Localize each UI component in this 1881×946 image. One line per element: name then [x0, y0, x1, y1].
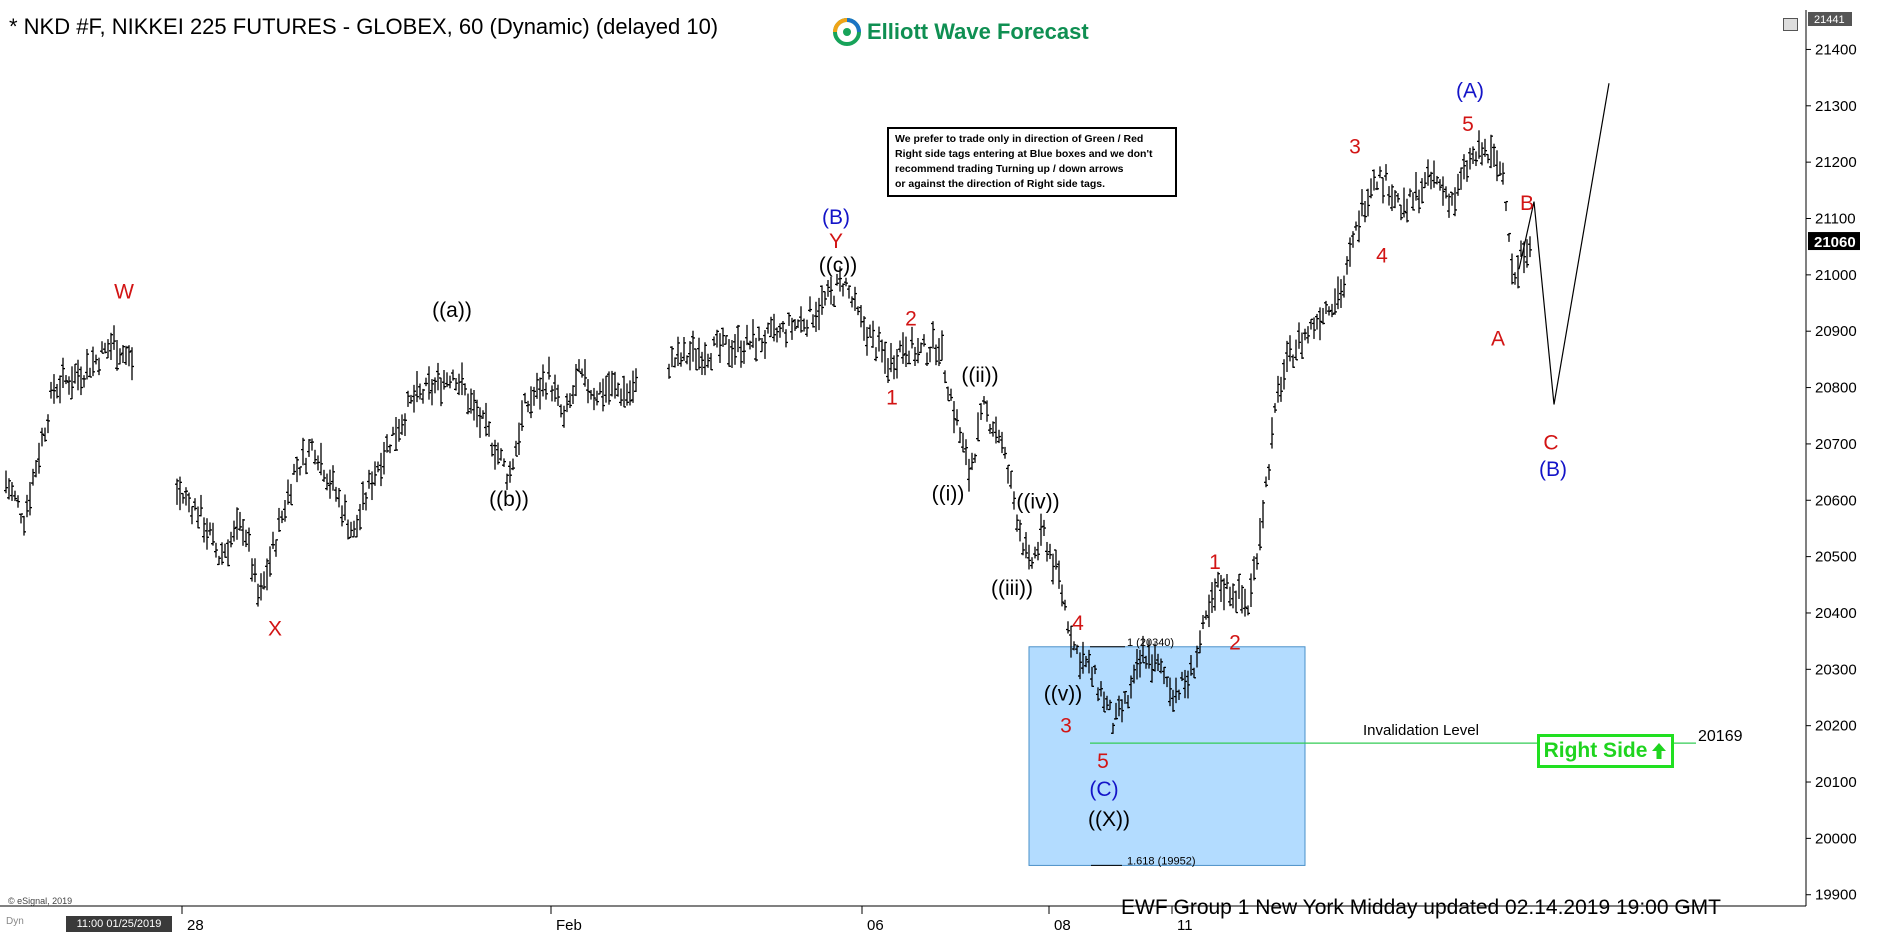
- wave-label: Y: [829, 230, 843, 253]
- time-tick-label: 06: [867, 917, 884, 934]
- last-price-label: 21060: [1814, 234, 1856, 251]
- top-price-box: [1808, 12, 1852, 26]
- up-arrow-icon: [1652, 743, 1667, 759]
- wave-label: W: [114, 281, 134, 304]
- wave-label: C: [1543, 432, 1558, 455]
- wave-label: (B): [822, 206, 850, 229]
- wave-label: (C): [1089, 778, 1118, 801]
- price-tick-label: 21000: [1815, 267, 1857, 284]
- wave-label: 1: [1209, 551, 1221, 574]
- price-tick-label: 20900: [1815, 323, 1857, 340]
- brand-logo: Elliott Wave Forecast: [833, 18, 1089, 46]
- chart-title: * NKD #F, NIKKEI 225 FUTURES - GLOBEX, 6…: [9, 14, 719, 39]
- logo-icon: [833, 18, 861, 46]
- wave-label: 5: [1097, 750, 1109, 773]
- wave-label: 4: [1376, 244, 1388, 267]
- time-tick-label: 08: [1054, 917, 1071, 934]
- price-tick-label: 21100: [1815, 211, 1856, 228]
- dyn-label: Dyn: [6, 916, 24, 927]
- right-side-label: Right Side: [1543, 739, 1648, 762]
- wave-label: ((i)): [932, 482, 965, 505]
- wave-label: (A): [1456, 79, 1484, 102]
- price-tick-label: 20000: [1815, 830, 1857, 847]
- wave-label: 2: [905, 308, 917, 331]
- last-price-box: [1808, 232, 1860, 251]
- price-tick-label: 20100: [1815, 774, 1857, 791]
- price-tick-label: 20700: [1815, 436, 1857, 453]
- price-tick-label: 20600: [1815, 492, 1857, 509]
- wave-label: ((a)): [432, 299, 472, 322]
- price-tick-label: 20200: [1815, 718, 1857, 735]
- note-line: Right side tags entering at Blue boxes a…: [895, 148, 1153, 160]
- wave-label: B: [1520, 192, 1534, 215]
- update-footer: EWF Group 1 New York Midday updated 02.1…: [1121, 896, 1722, 919]
- cursor-time-box: 11:00 01/25/2019: [66, 916, 172, 932]
- price-tick-label: 20400: [1815, 605, 1857, 622]
- price-tick-label: 20800: [1815, 380, 1857, 397]
- wave-label: 2: [1229, 632, 1241, 655]
- window-restore-button[interactable]: [1783, 18, 1798, 31]
- wave-label: ((iv)): [1016, 491, 1059, 514]
- wave-label: X: [268, 618, 282, 641]
- wave-label: ((iii)): [991, 577, 1033, 600]
- note-line: or against the direction of Right side t…: [895, 178, 1106, 190]
- copyright-text: © eSignal, 2019: [8, 896, 73, 906]
- note-line: We prefer to trade only in direction of …: [895, 133, 1144, 145]
- price-tick-label: 21200: [1815, 154, 1857, 171]
- price-tick-label: 20500: [1815, 549, 1857, 566]
- wave-label: 4: [1072, 612, 1084, 635]
- wave-label: ((v)): [1044, 682, 1082, 705]
- right-side-tag: Right Side: [1537, 734, 1674, 768]
- invalidation-label: Invalidation Level: [1363, 722, 1479, 739]
- wave-label: (B): [1539, 458, 1567, 481]
- logo-text: Elliott Wave Forecast: [867, 19, 1089, 44]
- time-tick-label: 11: [1177, 917, 1193, 934]
- note-line: recommend trading Turning up / down arro…: [895, 163, 1124, 175]
- wave-label: 1: [886, 386, 898, 409]
- wave-label: A: [1491, 327, 1505, 350]
- time-tick-label: 28: [187, 917, 204, 934]
- wave-label: ((c)): [819, 254, 857, 277]
- fib-label: 1 (20340): [1127, 637, 1174, 649]
- price-tick-label: 19900: [1815, 887, 1857, 904]
- price-tick-label: 21300: [1815, 98, 1857, 115]
- wave-label: 3: [1349, 136, 1361, 159]
- wave-label: 5: [1462, 113, 1474, 136]
- projection-path: [1518, 83, 1610, 405]
- time-tick-label: Feb: [556, 917, 582, 934]
- wave-label: ((ii)): [961, 364, 998, 387]
- wave-label: 3: [1060, 714, 1072, 737]
- wave-label: ((X)): [1088, 808, 1130, 831]
- price-tick-label: 21400: [1815, 41, 1857, 58]
- fib-label: 1.618 (19952): [1127, 855, 1196, 867]
- top-price-label: 21441: [1814, 14, 1845, 26]
- wave-label: ((b)): [489, 488, 529, 511]
- invalidation-value: 20169: [1698, 728, 1743, 745]
- trading-note: We prefer to trade only in direction of …: [887, 127, 1177, 197]
- price-tick-label: 20300: [1815, 661, 1857, 678]
